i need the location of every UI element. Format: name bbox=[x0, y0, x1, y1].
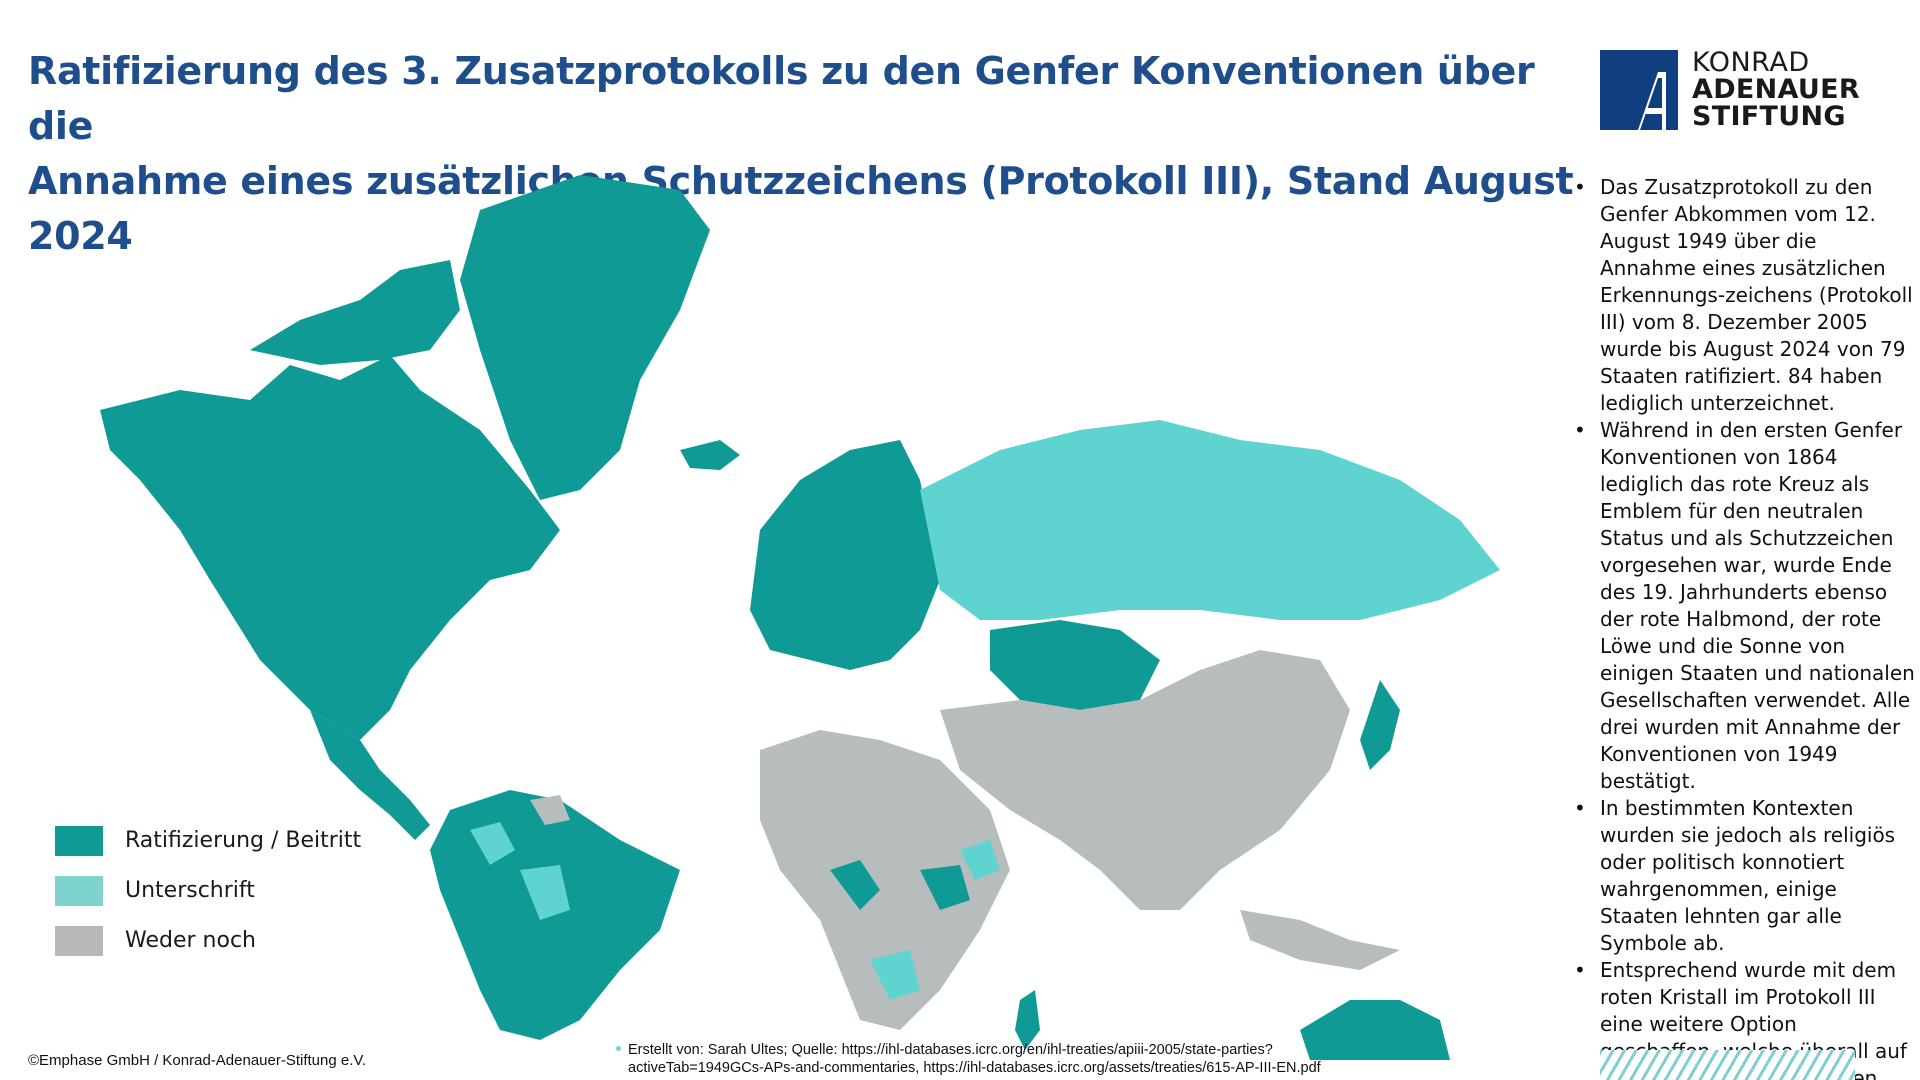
region-southeast-asia bbox=[1240, 910, 1400, 970]
region-greenland bbox=[460, 175, 710, 500]
region-iceland bbox=[680, 440, 740, 470]
info-bullet: Während in den ersten Genfer Konventione… bbox=[1570, 417, 1915, 795]
region-africa bbox=[760, 730, 1010, 1030]
region-africa-signed bbox=[870, 840, 1000, 1000]
legend-label-signed: Unterschrift bbox=[125, 878, 255, 903]
world-map bbox=[100, 175, 1500, 1060]
kas-logo-mark-icon bbox=[1600, 50, 1678, 130]
region-africa-ratified bbox=[830, 860, 970, 910]
kas-logo-text: KONRAD ADENAUER STIFTUNG bbox=[1692, 47, 1860, 132]
page-title: Ratifizierung des 3. Zusatzprotokolls zu… bbox=[28, 44, 1588, 264]
source-bullet-icon bbox=[616, 1046, 621, 1051]
title-line-1: Ratifizierung des 3. Zusatzprotokolls zu… bbox=[28, 49, 1535, 148]
region-south-america-neither bbox=[530, 795, 570, 825]
source-note: Erstellt von: Sarah Ultes; Quelle: https… bbox=[628, 1041, 1528, 1077]
title-line-2: Annahme eines zusätzlichen Schutzzeichen… bbox=[28, 159, 1574, 258]
region-asia-neither bbox=[940, 650, 1350, 910]
info-bullet: In bestimmten Kontexten wurden sie jedoc… bbox=[1570, 795, 1915, 957]
copyright-note: ©Emphase GmbH / Konrad-Adenauer-Stiftung… bbox=[28, 1052, 367, 1069]
region-central-america bbox=[310, 710, 430, 840]
region-russia bbox=[920, 420, 1500, 620]
legend-label-neither: Weder noch bbox=[125, 928, 256, 953]
info-bullet: Das Zusatzprotokoll zu den Genfer Abkomm… bbox=[1570, 174, 1915, 417]
legend-swatch-ratified bbox=[55, 826, 103, 856]
source-line-1: Erstellt von: Sarah Ultes; Quelle: https… bbox=[628, 1042, 1273, 1058]
source-line-2: activeTab=1949GCs-APs-and-commentaries, … bbox=[628, 1060, 1321, 1076]
kas-logo: KONRAD ADENAUER STIFTUNG bbox=[1600, 47, 1890, 132]
region-madagascar bbox=[1015, 990, 1040, 1050]
region-north-america bbox=[100, 355, 560, 740]
region-europe bbox=[750, 440, 940, 670]
legend-label-ratified: Ratifizierung / Beitritt bbox=[125, 828, 362, 853]
logo-line-1: KONRAD bbox=[1692, 47, 1810, 78]
legend-swatch-signed bbox=[55, 876, 103, 906]
region-central-asia bbox=[990, 620, 1160, 710]
info-bullet-list: Das Zusatzprotokoll zu den Genfer Abkomm… bbox=[1570, 174, 1915, 1080]
region-arctic-islands bbox=[250, 260, 460, 365]
legend-swatch-neither bbox=[55, 926, 103, 956]
info-sidebar: Das Zusatzprotokoll zu den Genfer Abkomm… bbox=[1570, 174, 1915, 1080]
logo-line-2: ADENAUER bbox=[1692, 74, 1860, 105]
decorative-hatch bbox=[1600, 1050, 1855, 1080]
region-australia bbox=[1300, 1000, 1450, 1060]
logo-line-3: STIFTUNG bbox=[1692, 101, 1846, 132]
region-south-america-signed bbox=[470, 822, 570, 920]
region-japan bbox=[1360, 680, 1400, 770]
